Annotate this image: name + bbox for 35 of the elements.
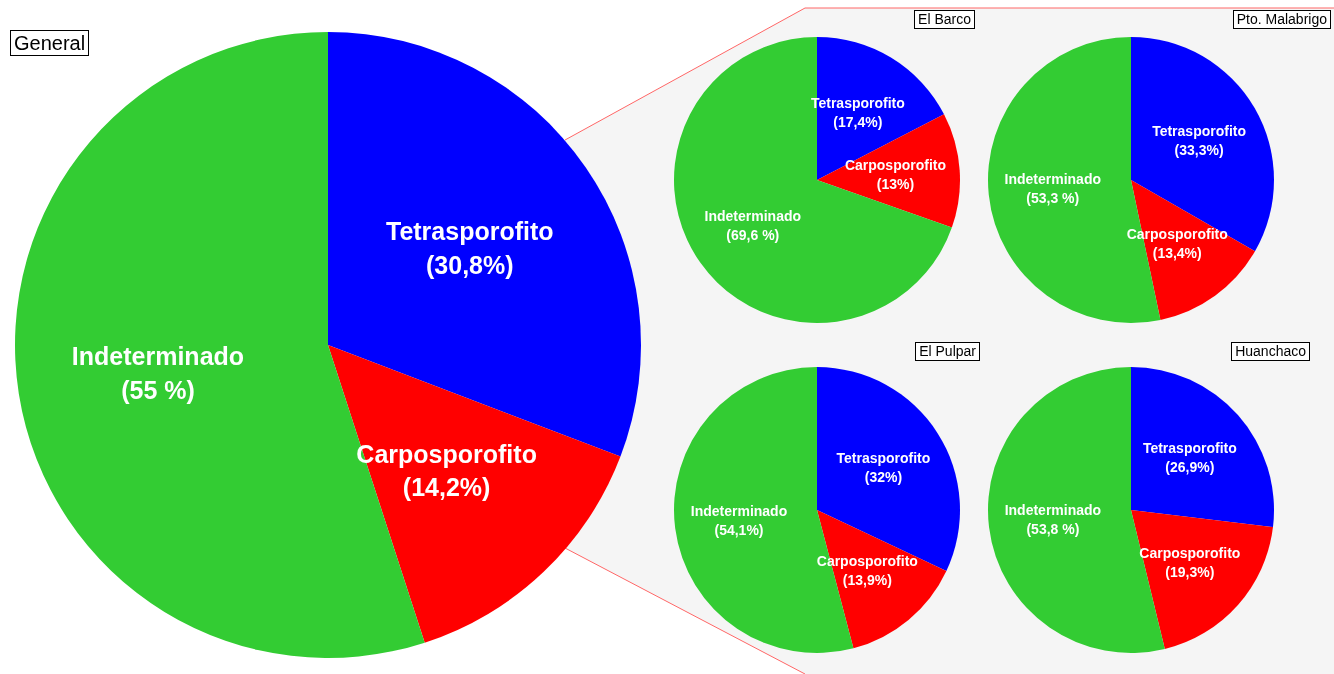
data-label: (53,3 %) [1026,189,1080,206]
pie-slice [1131,510,1273,649]
slice-label: Indeterminado [1004,501,1102,518]
chart-title: El Barco [914,10,975,29]
pie-slice [328,345,621,643]
data-label: (14,2%) [402,473,491,502]
pie-slice [674,37,952,323]
data-label: (19,3%) [1165,563,1215,580]
data-label: (33,3%) [1174,142,1224,159]
data-label: (54,1%) [714,521,764,538]
data-label: (32%) [864,469,903,486]
pie-slice [817,367,960,571]
data-label: (13%) [876,176,915,193]
slice-label: Tetrasporofito [385,217,554,246]
data-label: (26,9%) [1165,459,1215,476]
slice-label: Indeterminado [704,208,802,225]
slice-label: Indeterminado [690,502,788,519]
slice-label: Tetrasporofito [1152,123,1246,140]
data-label: (53,8 %) [1026,520,1080,537]
data-label: (69,6 %) [726,226,780,243]
chart-title: General [10,30,90,56]
data-label: (13,9%) [842,571,892,588]
slice-label: Tetrasporofito [836,450,931,467]
data-label: (17,4%) [833,114,883,131]
data-label: (30,8%) [426,251,514,280]
slice-label: Indeterminado [1004,170,1102,187]
slice-label: Tetrasporofito [1142,440,1237,457]
pie-slice [1131,367,1274,528]
chart-title: Huanchaco [1231,342,1310,361]
slice-label: Indeterminado [71,341,245,370]
chart-title: Pto. Malabrigo [1232,10,1331,29]
data-label: (13,4%) [1152,245,1202,262]
slice-label: Carposporofito [844,157,947,174]
chart-title: El Pulpar [915,342,980,361]
data-label: (55 %) [121,375,195,404]
